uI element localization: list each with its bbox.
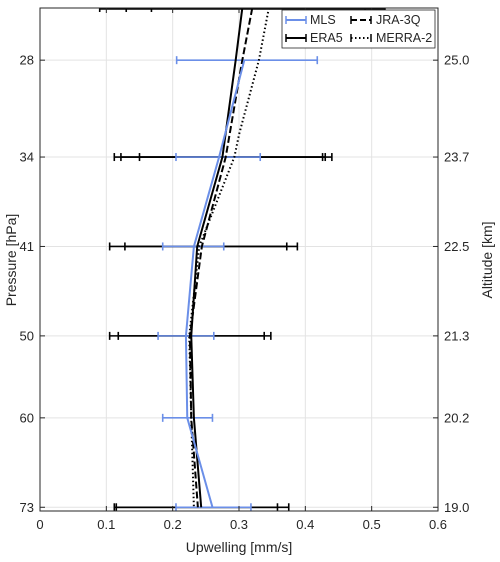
y-axis-title-left: Pressure [hPa] bbox=[3, 214, 19, 307]
x-tick-label: 0.2 bbox=[164, 517, 182, 532]
legend-label-era5: ERA5 bbox=[310, 31, 343, 45]
series-line-era5 bbox=[190, 7, 244, 508]
y-tick-label-pressure: 50 bbox=[20, 328, 34, 343]
series-line-mls bbox=[184, 59, 246, 508]
axis-ticks: 0 0.1 0.2 0.3 0.4 0.5 0.6 28 25.0 34 23.7 41 22.5 50 2… bbox=[20, 8, 469, 532]
series-line-merra-2 bbox=[188, 7, 270, 508]
y-tick-label-altitude: 21.3 bbox=[444, 328, 469, 343]
legend-entry-merra2: MERRA-2 bbox=[350, 31, 432, 45]
y-tick-label-pressure: 60 bbox=[20, 410, 34, 425]
legend-entry-jra3q: JRA-3Q bbox=[350, 13, 421, 27]
y-tick-label-pressure: 73 bbox=[20, 500, 34, 515]
x-tick-label: 0.6 bbox=[429, 517, 447, 532]
legend-entry-mls: MLS bbox=[285, 13, 336, 27]
legend-label-merra2: MERRA-2 bbox=[376, 31, 432, 45]
legend-label-mls: MLS bbox=[310, 13, 336, 27]
x-tick-label: 0.1 bbox=[97, 517, 115, 532]
y-tick-label-pressure: 41 bbox=[20, 239, 34, 254]
legend-box bbox=[281, 9, 436, 49]
x-tick-label: 0.5 bbox=[363, 517, 381, 532]
y-tick-label-altitude: 25.0 bbox=[444, 53, 469, 68]
y-tick-label-altitude: 22.5 bbox=[444, 239, 469, 254]
y-tick-label-altitude: 20.2 bbox=[444, 410, 469, 425]
x-tick-label: 0 bbox=[36, 517, 43, 532]
x-tick-label: 0.3 bbox=[230, 517, 248, 532]
legend-entry-era5: ERA5 bbox=[285, 31, 343, 45]
x-axis-title: Upwelling [mm/s] bbox=[186, 539, 293, 555]
legend-label-jra3q: JRA-3Q bbox=[376, 13, 421, 27]
y-tick-label-altitude: 23.7 bbox=[444, 150, 469, 165]
y-axis-title-right: Altitude [km] bbox=[479, 221, 495, 298]
y-tick-label-altitude: 19.0 bbox=[444, 500, 469, 515]
y-tick-label-pressure: 34 bbox=[20, 150, 34, 165]
legend: MLS ERA5 JRA-3Q MERRA-2 bbox=[281, 9, 436, 49]
y-tick-label-pressure: 28 bbox=[20, 53, 34, 68]
x-tick-label: 0.4 bbox=[296, 517, 314, 532]
series-lines bbox=[184, 7, 270, 508]
